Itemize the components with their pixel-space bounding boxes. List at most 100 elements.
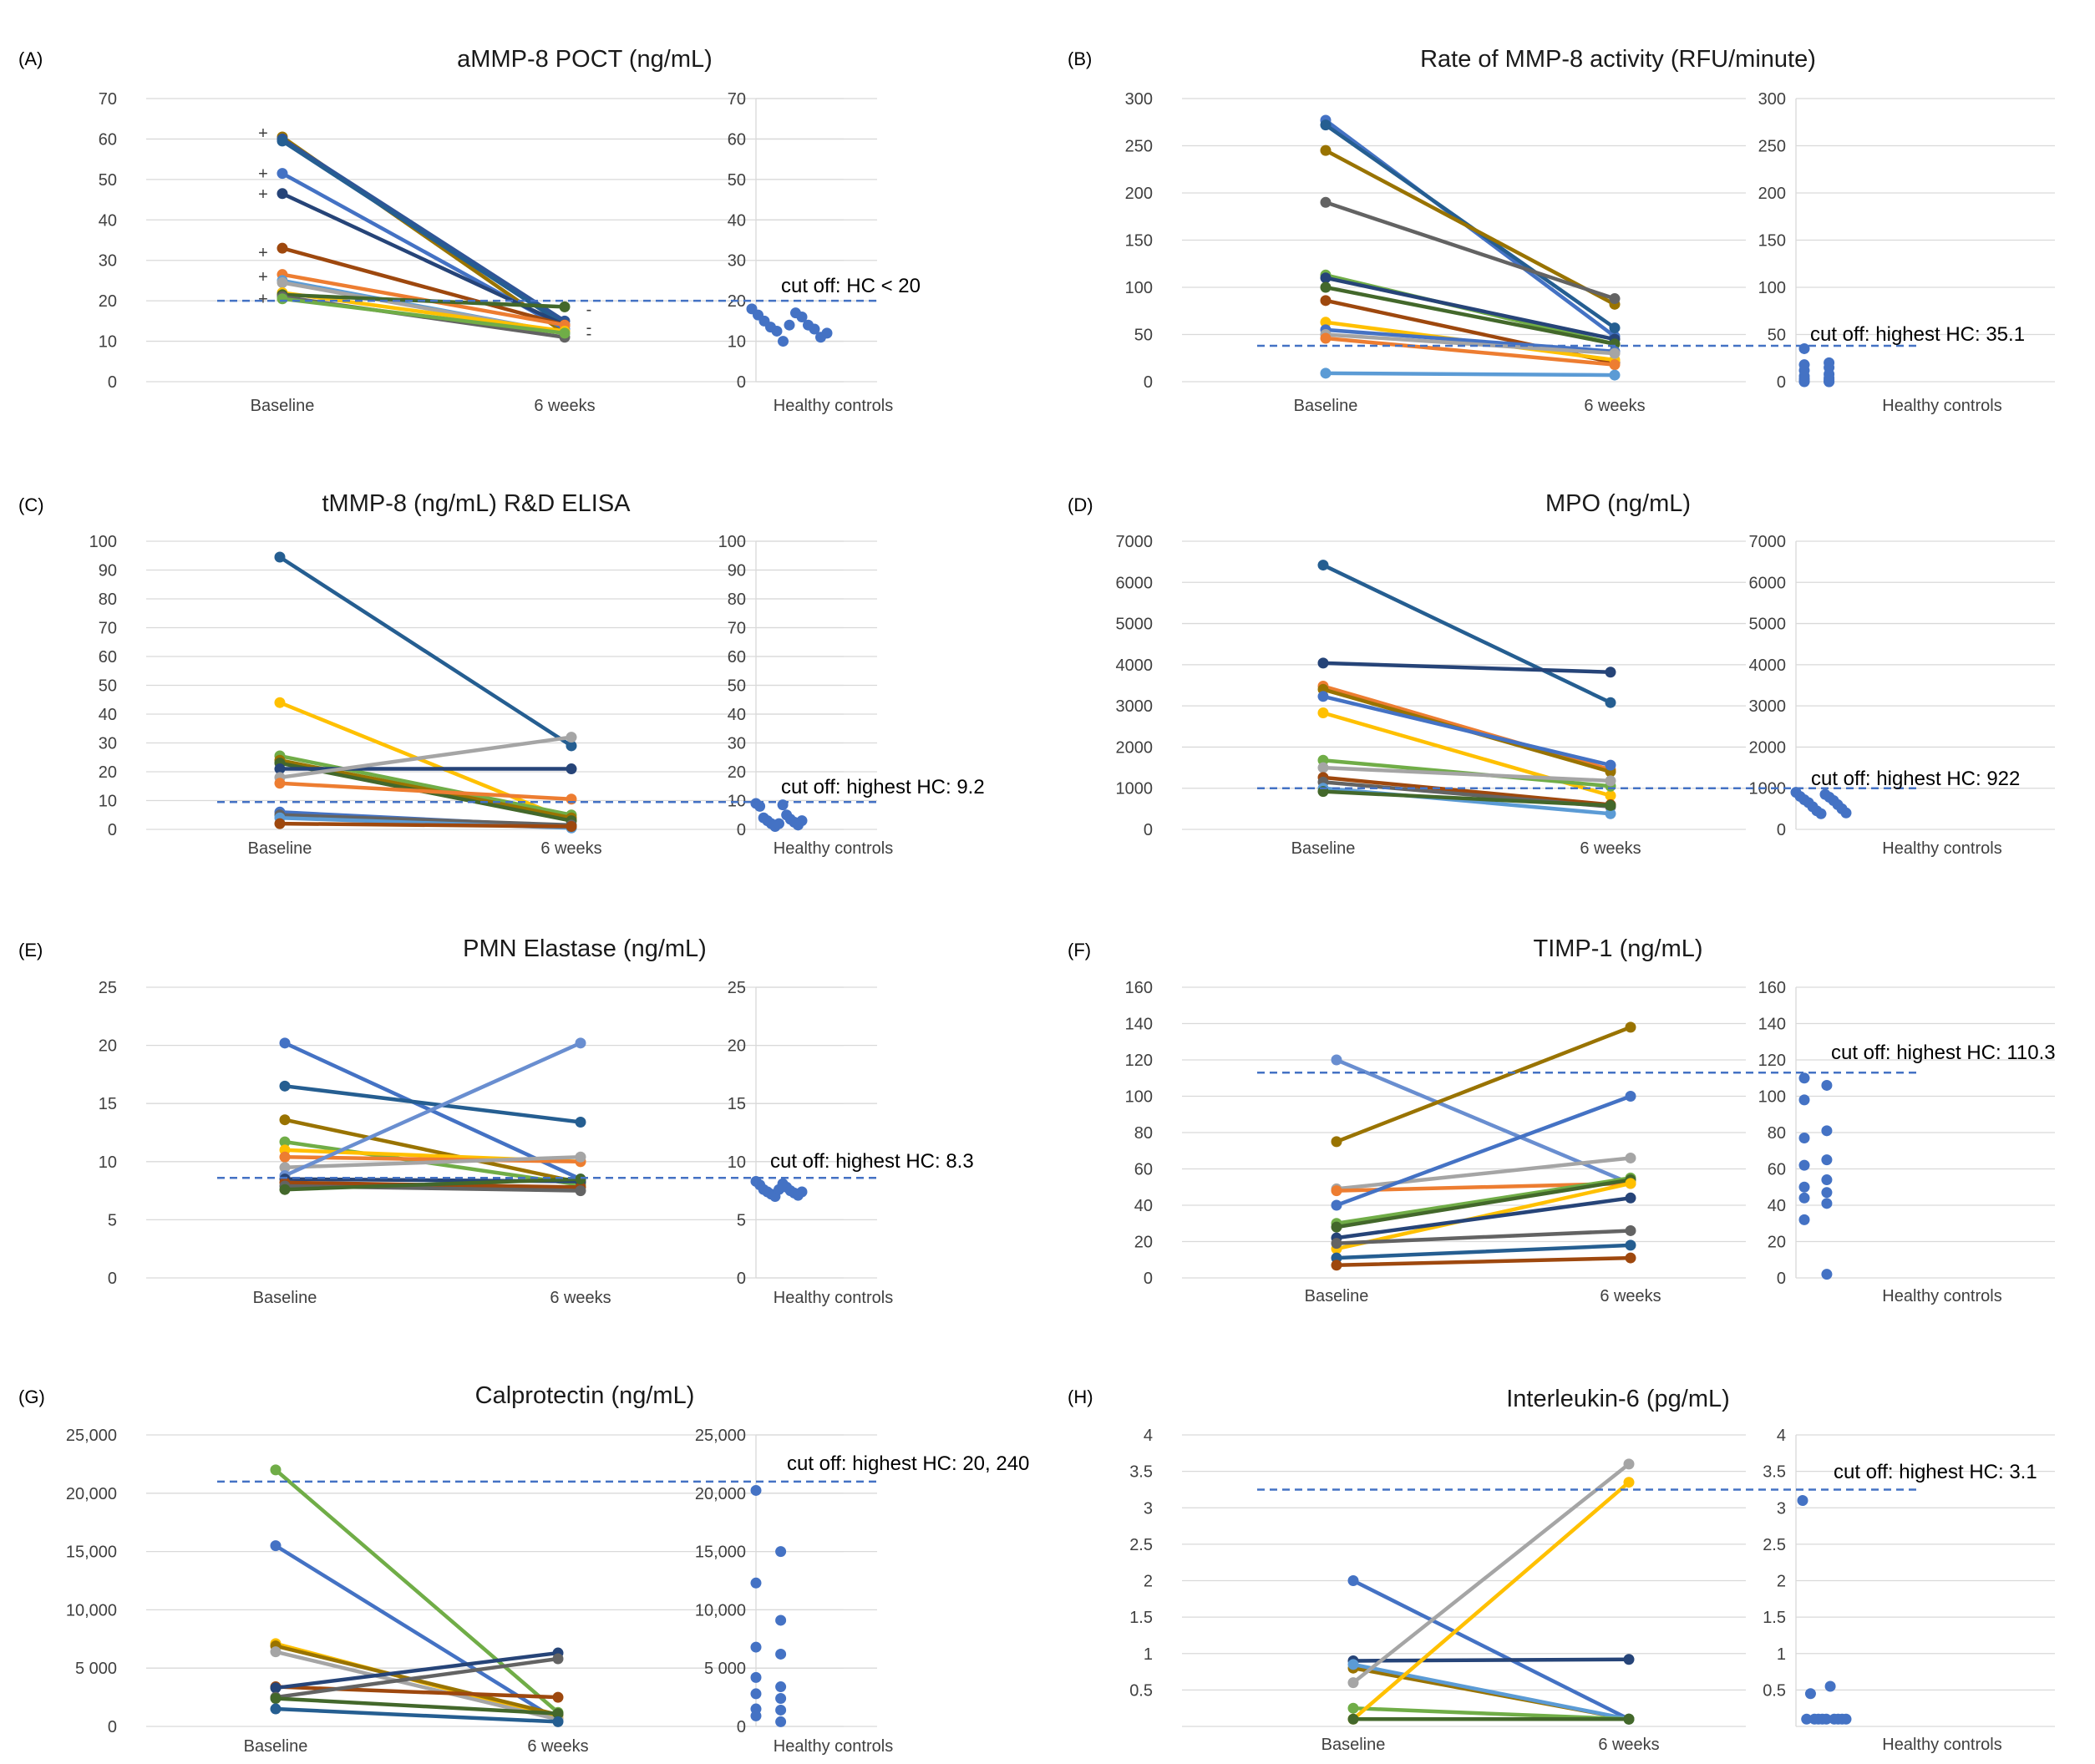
main-y-tick-label: 5 (108, 1211, 117, 1229)
main-y-tick-label: 3000 (1116, 697, 1154, 716)
hc-point (775, 1716, 787, 1727)
hc-y-tick-label: 70 (728, 90, 746, 109)
series-line (1323, 327, 1617, 354)
hc-y-tick-label: 140 (1758, 1016, 1786, 1034)
baseline-point (279, 1037, 291, 1049)
hc-y-tick-label: 1 (1777, 1645, 1786, 1664)
hc-point (1829, 1713, 1840, 1725)
six-week-point (1609, 293, 1621, 305)
hc-point (1821, 1187, 1833, 1199)
series-line (282, 1084, 583, 1124)
baseline-point (1320, 196, 1332, 208)
hc-y-tick-label: 160 (1758, 979, 1786, 997)
series-line (1323, 285, 1617, 347)
panel-letter: (E) (18, 940, 43, 961)
cutoff-label: cut off: highest HC: 9.2 (781, 776, 985, 798)
series-line (1334, 1025, 1633, 1144)
hc-point (1798, 1192, 1810, 1204)
plus-marker: + (258, 165, 268, 184)
main-y-tick-label: 6000 (1116, 574, 1154, 592)
hc-y-tick-label: 0 (1777, 1270, 1786, 1288)
panel-e: (E) PMN Elastase (ng/mL) 0 5 10 15 20 25 0 5 10 15 2… (18, 935, 974, 1307)
series-line (1323, 371, 1617, 378)
hc-y-tick-label: 5 000 (704, 1660, 746, 1678)
hc-point (1821, 1079, 1833, 1091)
hc-y-tick-label: 0 (737, 373, 746, 392)
x-tick-label: Baseline (248, 839, 312, 858)
series-line (277, 735, 574, 780)
main-y-tick-label: 20 (99, 1037, 117, 1056)
baseline-point (274, 697, 286, 708)
series-line (277, 813, 574, 828)
baseline-point (1317, 691, 1329, 702)
hc-point (1840, 807, 1852, 819)
x-tick-label: Baseline (1294, 397, 1358, 415)
chart-title: tMMP-8 (ng/mL) R&D ELISA (322, 490, 631, 517)
main-y-tick-label: 15,000 (66, 1544, 117, 1562)
hc-y-tick-label: 60 (728, 648, 746, 667)
panel-d: (D) MPO (ng/mL) 0 1000 2000 3000 4000 5000 6000 7… (1068, 490, 2055, 858)
hc-y-tick-label: 60 (1768, 1161, 1786, 1179)
series-line (273, 1544, 561, 1723)
six-week-point (1625, 1224, 1636, 1236)
main-y-tick-label: 50 (1134, 327, 1153, 345)
hc-y-tick-label: 5 (737, 1211, 746, 1229)
hc-y-tick-label: 20 (1768, 1234, 1786, 1252)
baseline-point (274, 551, 286, 563)
series-line (1321, 661, 1613, 674)
panel-letter: (C) (18, 494, 44, 515)
baseline-point (1320, 144, 1332, 156)
hc-y-tick-label: 2.5 (1763, 1536, 1786, 1554)
baseline-point (1317, 657, 1329, 669)
x-tick-label: 6 weeks (550, 1289, 611, 1307)
main-y-tick-label: 200 (1125, 185, 1153, 203)
x-tick-label: Baseline (253, 1289, 317, 1307)
chart-title: TIMP-1 (ng/mL) (1533, 935, 1702, 962)
hc-point (775, 1614, 787, 1626)
six-week-point (575, 1173, 586, 1185)
panel-f: (F) TIMP-1 (ng/mL) 0 20 40 60 80 100 120 140 160 0 2… (1068, 935, 2056, 1305)
baseline-point (279, 1136, 291, 1148)
main-y-tick-label: 80 (1134, 1124, 1153, 1143)
hc-y-tick-label: 3000 (1749, 697, 1787, 716)
hc-point (750, 1671, 762, 1683)
six-week-point (566, 740, 577, 752)
panel-a: (A) aMMP-8 POCT (ng/mL) 0 10 20 30 40 50 60 70 0 10… (18, 46, 921, 415)
series-line (1321, 789, 1613, 808)
hc-y-tick-label: 4 (1777, 1427, 1786, 1445)
hc-point (775, 1648, 787, 1660)
six-week-point (1605, 775, 1616, 787)
main-y-tick-label: 25 (99, 979, 117, 997)
series-line (1334, 1094, 1633, 1208)
main-y-tick-label: 10 (99, 1153, 117, 1172)
x-tick-label: 6 weeks (1598, 1736, 1659, 1754)
hc-y-tick-label: 5000 (1749, 616, 1787, 634)
baseline-point (1320, 332, 1332, 344)
six-week-point (552, 1708, 564, 1720)
series-line (1351, 1579, 1631, 1721)
minus-marker: - (586, 301, 592, 319)
x-tick-label: 6 weeks (534, 397, 595, 415)
x-tick-label: Baseline (1321, 1736, 1386, 1754)
main-y-tick-label: 15 (99, 1095, 117, 1113)
main-y-tick-label: 1 (1144, 1645, 1153, 1664)
six-week-point (1605, 790, 1616, 802)
hc-point (796, 815, 808, 827)
series-line (273, 1696, 561, 1716)
series-line (1351, 1480, 1631, 1721)
main-y-tick-label: 0 (1144, 821, 1153, 839)
hc-y-tick-label: 15 (728, 1095, 746, 1113)
baseline-point (274, 818, 286, 829)
cutoff-label: cut off: highest HC: 3.1 (1834, 1461, 2037, 1483)
plus-marker: + (258, 124, 268, 143)
baseline-point (1347, 1713, 1359, 1725)
series-line (282, 1154, 583, 1164)
hc-x-label: Healthy controls (774, 1289, 893, 1307)
main-y-tick-label: 2.5 (1129, 1536, 1153, 1554)
panel-h: (H) Interleukin-6 (pg/mL) 0.5 1 1.5 2 2.5 3 3.5 4… (1068, 1386, 2055, 1754)
six-week-point (552, 1653, 564, 1665)
x-tick-label: 6 weeks (1584, 397, 1645, 415)
hc-y-tick-label: 1000 (1749, 780, 1787, 798)
hc-y-tick-label: 50 (728, 677, 746, 696)
chart-title: aMMP-8 POCT (ng/mL) (457, 46, 713, 73)
